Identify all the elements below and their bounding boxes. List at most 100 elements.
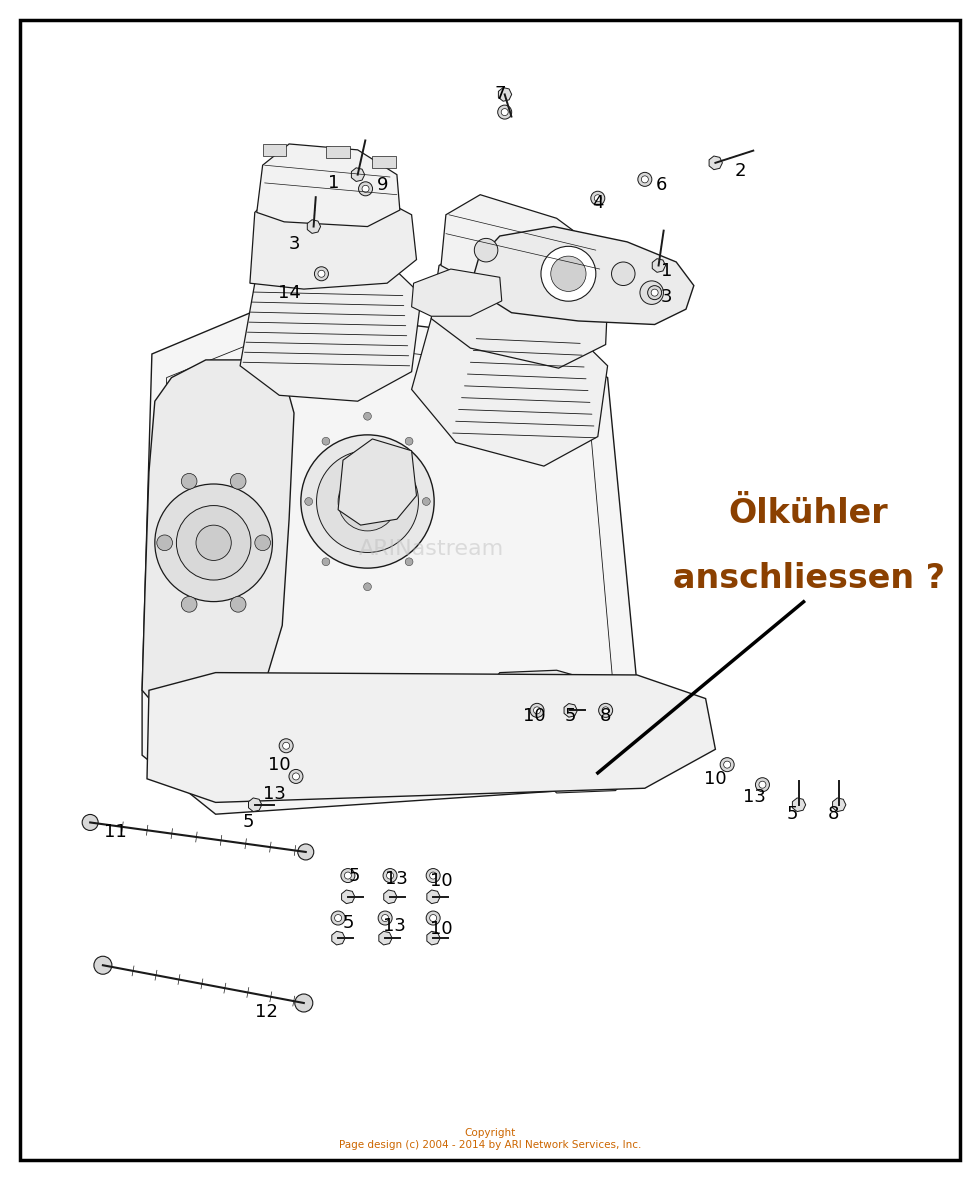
Polygon shape [342, 890, 355, 904]
Bar [326, 146, 350, 158]
Circle shape [541, 247, 596, 301]
Polygon shape [441, 195, 600, 304]
Circle shape [533, 707, 541, 714]
Circle shape [82, 814, 98, 831]
Circle shape [322, 438, 330, 445]
Polygon shape [544, 734, 635, 793]
Polygon shape [431, 238, 608, 368]
Circle shape [756, 778, 769, 792]
Circle shape [551, 256, 586, 291]
Polygon shape [793, 798, 806, 812]
Circle shape [317, 451, 418, 552]
Polygon shape [142, 307, 637, 814]
Polygon shape [564, 703, 577, 717]
Circle shape [641, 176, 649, 183]
Bar [263, 144, 286, 156]
Text: anschliessen ?: anschliessen ? [672, 562, 945, 595]
Circle shape [334, 914, 342, 922]
Polygon shape [147, 673, 715, 802]
Polygon shape [833, 798, 846, 812]
Circle shape [429, 914, 437, 922]
Circle shape [594, 195, 602, 202]
Text: 2: 2 [734, 162, 746, 181]
Text: 13: 13 [263, 785, 286, 804]
Polygon shape [352, 168, 365, 182]
Circle shape [405, 558, 413, 565]
Text: 10: 10 [522, 707, 546, 726]
Circle shape [176, 505, 251, 581]
Circle shape [255, 535, 270, 551]
Circle shape [181, 596, 197, 612]
Circle shape [498, 105, 512, 119]
Circle shape [364, 412, 371, 420]
Text: 6: 6 [656, 176, 667, 195]
Circle shape [478, 704, 521, 747]
Circle shape [292, 773, 300, 780]
Text: 10: 10 [704, 769, 727, 788]
Circle shape [362, 185, 369, 192]
Text: 4: 4 [592, 194, 604, 212]
Circle shape [301, 435, 434, 568]
Polygon shape [470, 670, 635, 793]
Circle shape [599, 703, 612, 717]
Circle shape [422, 498, 430, 505]
Circle shape [386, 872, 394, 879]
Circle shape [720, 758, 734, 772]
Text: 9: 9 [376, 176, 388, 195]
Polygon shape [240, 248, 421, 401]
Circle shape [501, 109, 509, 116]
Text: Ölkühler: Ölkühler [729, 497, 888, 530]
Polygon shape [384, 890, 397, 904]
Polygon shape [142, 360, 294, 726]
Circle shape [383, 868, 397, 883]
Polygon shape [308, 219, 320, 234]
Polygon shape [379, 931, 392, 945]
Circle shape [468, 694, 531, 758]
Circle shape [378, 911, 392, 925]
Circle shape [331, 911, 345, 925]
Text: 14: 14 [277, 283, 301, 302]
Circle shape [196, 525, 231, 560]
Text: 13: 13 [743, 787, 766, 806]
Text: 5: 5 [786, 805, 798, 824]
Text: 10: 10 [429, 919, 453, 938]
Polygon shape [412, 269, 502, 316]
Circle shape [181, 473, 197, 490]
Circle shape [405, 438, 413, 445]
Text: Copyright: Copyright [465, 1128, 515, 1138]
Text: 3: 3 [661, 288, 672, 307]
Circle shape [295, 994, 313, 1012]
Circle shape [155, 484, 272, 602]
Polygon shape [338, 439, 416, 525]
Text: 10: 10 [268, 755, 291, 774]
Text: 5: 5 [349, 866, 361, 885]
Circle shape [651, 289, 659, 296]
Polygon shape [710, 156, 722, 170]
Circle shape [279, 739, 293, 753]
Circle shape [429, 872, 437, 879]
Polygon shape [257, 144, 400, 227]
Circle shape [381, 914, 389, 922]
Polygon shape [608, 749, 629, 781]
Circle shape [94, 956, 112, 975]
Circle shape [640, 281, 663, 304]
Circle shape [298, 844, 314, 860]
Circle shape [530, 703, 544, 717]
Circle shape [318, 270, 325, 277]
Circle shape [341, 868, 355, 883]
Text: 5: 5 [242, 813, 254, 832]
Polygon shape [332, 931, 345, 945]
Text: 10: 10 [429, 872, 453, 891]
Polygon shape [427, 931, 440, 945]
Circle shape [723, 761, 731, 768]
Circle shape [474, 238, 498, 262]
Circle shape [426, 868, 440, 883]
Text: 1: 1 [327, 173, 339, 192]
Circle shape [230, 473, 246, 490]
Polygon shape [412, 286, 608, 466]
Text: Page design (c) 2004 - 2014 by ARI Network Services, Inc.: Page design (c) 2004 - 2014 by ARI Netwo… [339, 1140, 641, 1149]
Polygon shape [249, 798, 262, 812]
Circle shape [315, 267, 328, 281]
Circle shape [157, 535, 172, 551]
Polygon shape [499, 87, 512, 101]
